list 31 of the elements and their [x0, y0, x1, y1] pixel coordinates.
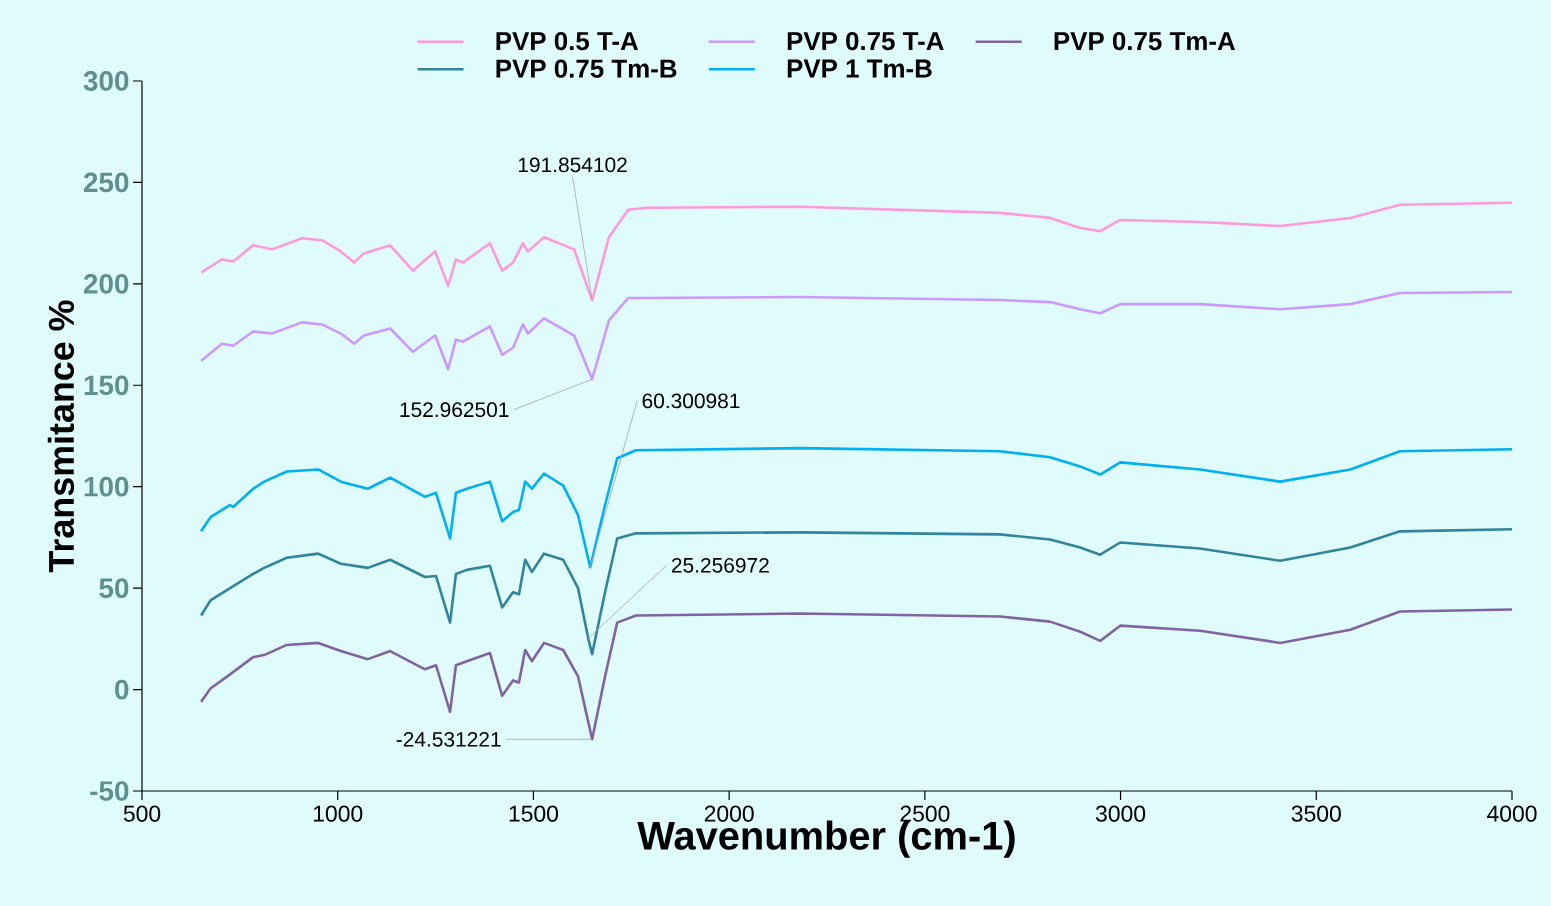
- y-tick-label: 300: [83, 71, 129, 91]
- annotation: 25.256972: [671, 557, 769, 573]
- y-tick-label: 50: [99, 578, 129, 598]
- annotation: 60.300981: [642, 393, 740, 409]
- line-series: [199, 528, 1514, 656]
- legend-label: PVP 1 Tm-B: [787, 59, 932, 78]
- legend-label: PVP 0.75 Tm-A: [1054, 31, 1236, 51]
- annotation: 152.962501: [400, 402, 509, 418]
- y-tick-label: 200: [83, 273, 129, 294]
- y-tick-label: 0: [115, 679, 129, 700]
- x-tick-label: 3500: [1291, 805, 1341, 822]
- x-tick-label: 500: [123, 805, 161, 822]
- y-tick-label: 150: [84, 375, 129, 396]
- y-tick-label: 250: [83, 172, 129, 193]
- legend-label: PVP 0.75 T-A: [787, 31, 944, 51]
- x-tick-label: 4000: [1487, 805, 1537, 822]
- annotation: -24.531221: [396, 731, 501, 747]
- y-axis-title: Transmitance %: [47, 300, 75, 573]
- legend-label: PVP 0.5 T-A: [496, 31, 639, 51]
- legend-label: PVP 0.75 Tm-B: [496, 59, 677, 78]
- x-tick-label: 2500: [900, 805, 950, 822]
- y-tick-label: -50: [90, 781, 129, 801]
- annotation: 191.854102: [518, 157, 627, 173]
- y-tick-label: 100: [84, 476, 129, 497]
- x-tick-label: 3000: [1095, 805, 1146, 822]
- x-tick-label: 1500: [509, 805, 559, 822]
- line-series: [199, 201, 1514, 302]
- x-tick-label: 1000: [313, 805, 363, 822]
- x-tick-label: 2000: [704, 805, 754, 822]
- line-series: [199, 290, 1514, 381]
- x-axis-title: Wavenumber (cm-1): [637, 820, 1015, 858]
